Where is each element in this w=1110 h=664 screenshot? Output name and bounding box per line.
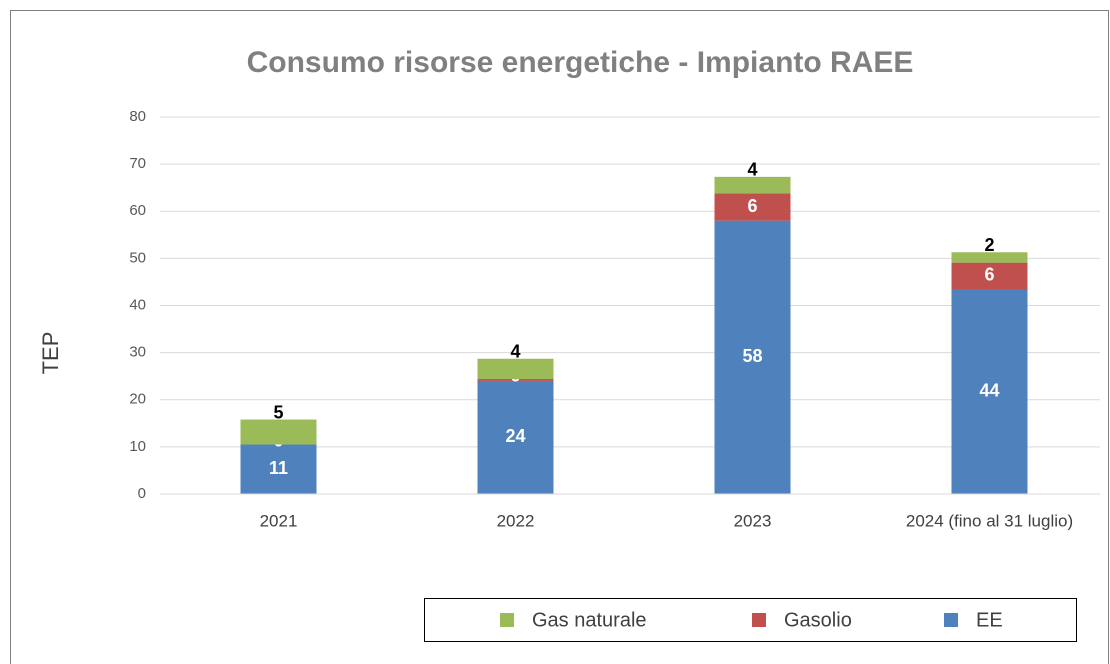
y-tick-label: 50 bbox=[129, 249, 146, 266]
x-tick-label: 2021 bbox=[260, 511, 298, 530]
legend-label: Gasolio bbox=[784, 609, 852, 631]
bar-segment bbox=[477, 380, 554, 494]
y-tick-label: 40 bbox=[129, 296, 146, 313]
data-label: 11 bbox=[269, 458, 288, 478]
bar-segment bbox=[477, 358, 554, 380]
bar-segment bbox=[477, 379, 554, 381]
x-tick-label: 2024 (fino al 31 luglio) bbox=[906, 511, 1073, 530]
data-label: 24 bbox=[505, 426, 525, 446]
data-label: 44 bbox=[979, 380, 999, 400]
bar-segment bbox=[951, 289, 1028, 494]
y-tick-label: 60 bbox=[129, 202, 146, 219]
chart-title: Consumo risorse energetiche - Impianto R… bbox=[247, 46, 914, 79]
data-label: 6 bbox=[747, 196, 757, 216]
y-tick-label: 0 bbox=[138, 485, 146, 502]
data-label: 4 bbox=[747, 160, 757, 180]
data-label: 5 bbox=[273, 402, 283, 422]
legend-swatch bbox=[944, 613, 958, 627]
bar-segment bbox=[951, 252, 1028, 263]
bar-segment bbox=[240, 419, 317, 445]
bar-segment bbox=[240, 444, 317, 494]
bar-segment bbox=[714, 220, 791, 495]
bar-segment bbox=[714, 176, 791, 194]
data-label: 2 bbox=[984, 235, 994, 255]
chart-border bbox=[10, 10, 1109, 664]
data-label: 4 bbox=[510, 342, 520, 362]
y-axis-label: TEP bbox=[38, 332, 63, 375]
legend-label: EE bbox=[976, 609, 1003, 631]
legend-swatch bbox=[752, 613, 766, 627]
legend-box bbox=[424, 598, 1077, 642]
x-tick-label: 2022 bbox=[497, 511, 535, 530]
legend-swatch bbox=[500, 613, 514, 627]
y-tick-label: 10 bbox=[129, 438, 146, 455]
y-tick-label: 70 bbox=[129, 155, 146, 172]
bar-segment bbox=[714, 193, 791, 221]
data-label: 6 bbox=[984, 265, 994, 285]
y-tick-label: 80 bbox=[129, 108, 146, 125]
y-tick-label: 20 bbox=[129, 391, 146, 408]
data-label: 58 bbox=[742, 346, 762, 366]
y-tick-label: 30 bbox=[129, 344, 146, 361]
bar-segment bbox=[951, 262, 1028, 290]
legend-label: Gas naturale bbox=[532, 609, 647, 631]
x-tick-label: 2023 bbox=[734, 511, 772, 530]
